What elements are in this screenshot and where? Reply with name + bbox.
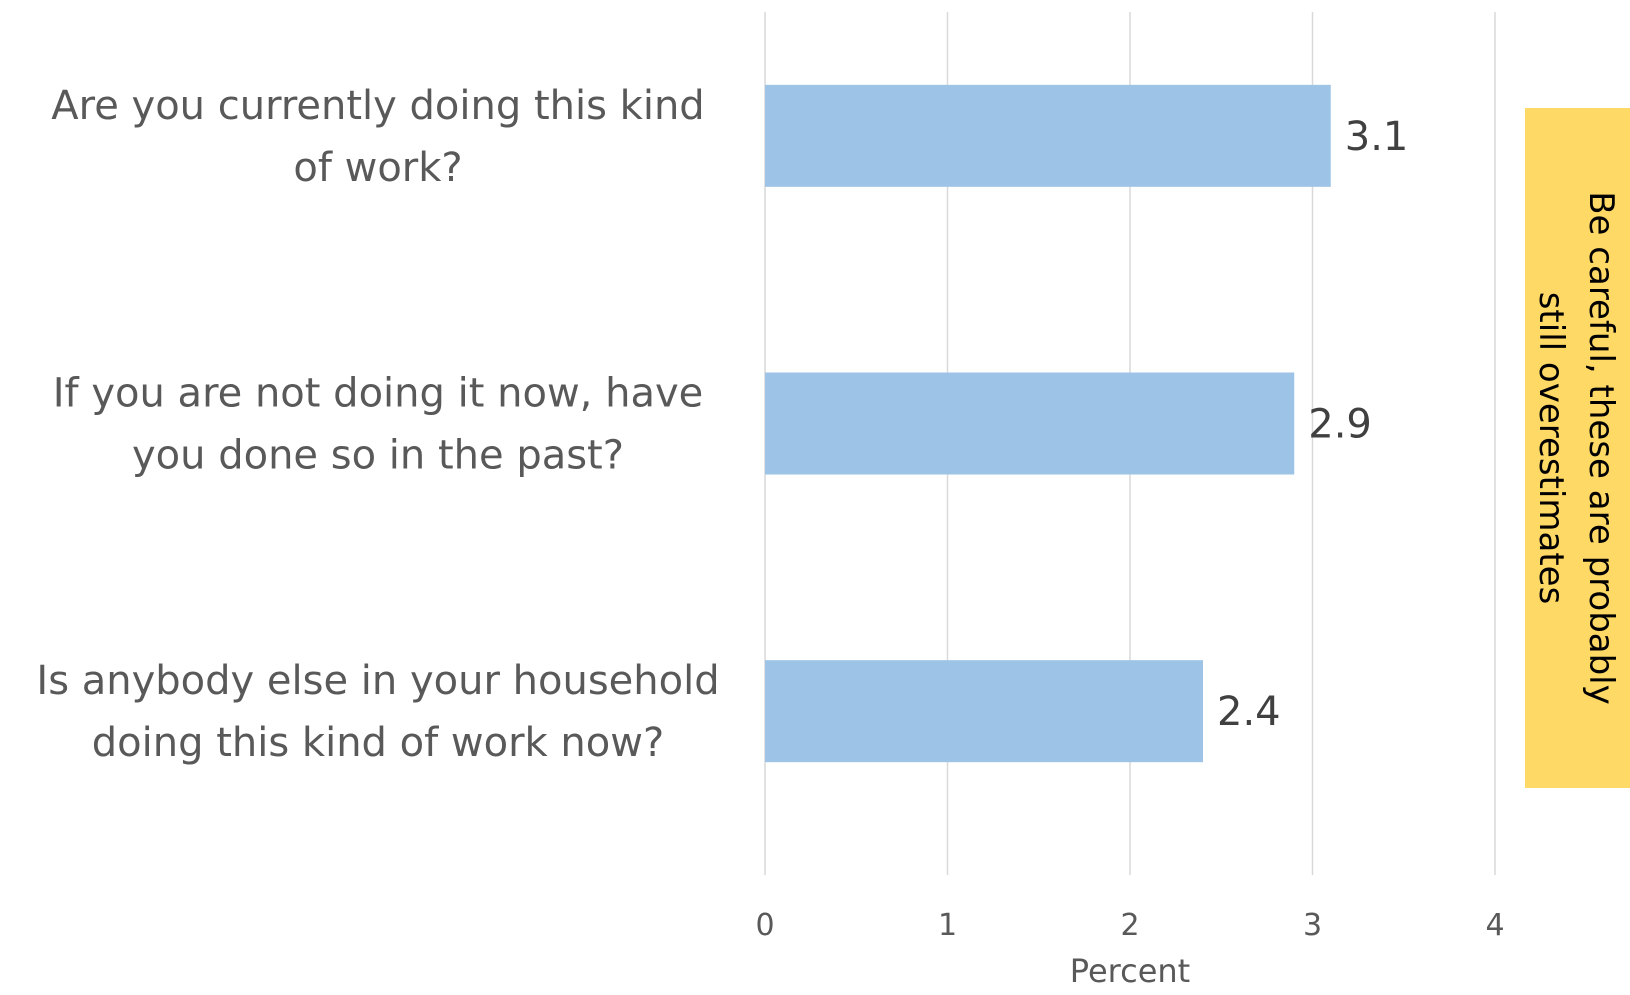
category-label-line: Is anybody else in your household: [36, 658, 719, 704]
value-labels: 3.1 2.9 2.4: [1217, 114, 1408, 735]
annotation-line: Be careful, these are probably: [1581, 191, 1621, 705]
bar-value-label: 2.9: [1308, 402, 1372, 448]
bar: [765, 660, 1203, 763]
bar: [765, 84, 1331, 187]
category-labels: Are you currently doing this kind of work…: [36, 83, 719, 766]
category-label-line: Are you currently doing this kind: [51, 83, 704, 129]
category-label-line: of work?: [293, 145, 462, 191]
category-label-line: doing this kind of work now?: [92, 720, 664, 766]
category-label: If you are not doing it now, have you don…: [53, 371, 704, 479]
category-label-line: you done so in the past?: [132, 433, 624, 479]
bar-value-label: 2.4: [1217, 689, 1281, 735]
x-tick-label: 3: [1303, 908, 1322, 943]
x-axis-title: Percent: [1070, 952, 1190, 990]
annotation-text: Be careful, these are probablystill over…: [1531, 191, 1621, 705]
x-tick-label: 2: [1120, 908, 1139, 943]
bars: [765, 84, 1331, 763]
category-label: Are you currently doing this kind of work…: [51, 83, 704, 191]
category-label: Is anybody else in your household doing t…: [36, 658, 719, 766]
bar: [765, 372, 1295, 475]
annotation-line: still overestimates: [1531, 292, 1571, 605]
x-tick-label: 0: [755, 908, 774, 943]
x-tick-label: 4: [1485, 908, 1504, 943]
annotation-background: [1525, 108, 1630, 788]
annotation-box: Be careful, these are probablystill over…: [1525, 108, 1630, 788]
category-label-line: If you are not doing it now, have: [53, 371, 704, 417]
x-tick-label: 1: [938, 908, 957, 943]
bar-value-label: 3.1: [1345, 114, 1409, 160]
x-tick-labels: 0 1 2 3 4: [755, 908, 1504, 943]
